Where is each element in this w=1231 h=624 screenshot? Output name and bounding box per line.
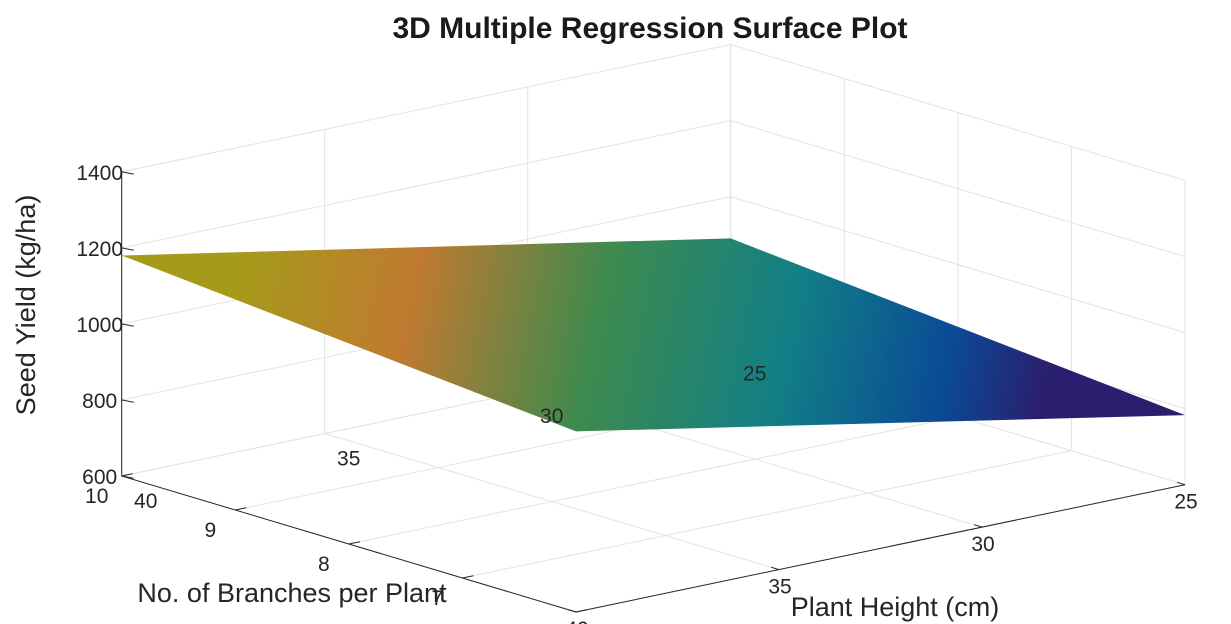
floor-grid-line bbox=[462, 450, 1072, 579]
x-tick-mark bbox=[973, 524, 983, 528]
z-tick-mark bbox=[121, 171, 134, 175]
y-tick-mark bbox=[235, 507, 247, 511]
z-tick-mark bbox=[121, 323, 134, 327]
x-axis-label: Plant Height (cm) bbox=[791, 592, 1000, 622]
y-axis-line bbox=[121, 475, 577, 613]
x-tick-label: 25 bbox=[743, 363, 766, 386]
y-tick-label: 9 bbox=[204, 519, 216, 542]
surface-patch bbox=[121, 238, 1186, 432]
z-axis-label: Seed Yield (kg/ha) bbox=[11, 195, 41, 416]
side-wall-grid-line bbox=[730, 196, 1186, 334]
x-tick-label: 30 bbox=[540, 405, 563, 428]
y-tick-mark bbox=[121, 473, 133, 477]
y-tick-label: 10 bbox=[85, 485, 108, 508]
floor-grid-line bbox=[348, 416, 959, 545]
z-tick-label: 1400 bbox=[76, 162, 123, 185]
z-tick-label: 1000 bbox=[76, 314, 123, 337]
x-tick-label: 35 bbox=[768, 576, 791, 599]
regression-surface bbox=[121, 238, 1186, 432]
x-tick-label: 35 bbox=[337, 448, 360, 471]
z-tick-mark bbox=[121, 475, 134, 479]
y-tick-label: 8 bbox=[318, 553, 330, 576]
y-tick-mark bbox=[348, 541, 361, 545]
x-tick-label: 25 bbox=[1174, 491, 1197, 514]
y-tick-label: 7 bbox=[432, 587, 444, 610]
z-tick-label: 800 bbox=[82, 390, 117, 413]
x-tick-label: 40 bbox=[565, 618, 588, 624]
x-tick-mark bbox=[770, 566, 780, 571]
side-wall-grid-line bbox=[730, 44, 1186, 181]
x-tick-mark bbox=[1176, 481, 1186, 486]
z-tick-mark bbox=[121, 399, 134, 403]
y-tick-label: 6 bbox=[545, 621, 557, 624]
tick-labels: 600 800 1000 1200 1400 6 7 8 9 10 25 30 35 40 25 30 35 40 bbox=[76, 162, 1197, 624]
y-axis-label: No. of Branches per Plant bbox=[137, 578, 447, 608]
axes bbox=[121, 171, 1186, 613]
y-tick-mark bbox=[575, 609, 588, 613]
y-tick-mark bbox=[462, 575, 474, 579]
z-tick-label: 600 bbox=[82, 466, 117, 489]
back-wall-grid-line bbox=[121, 44, 731, 173]
x-tick-mark bbox=[567, 609, 577, 613]
back-wall-grid-line bbox=[121, 120, 731, 249]
side-wall-grid-line bbox=[730, 120, 1186, 258]
z-tick-mark bbox=[121, 247, 134, 251]
z-tick-label: 1200 bbox=[76, 238, 123, 261]
x-tick-label: 40 bbox=[134, 490, 157, 513]
chart-title: 3D Multiple Regression Surface Plot bbox=[392, 12, 907, 45]
x-tick-label: 30 bbox=[971, 533, 994, 556]
x-axis-line bbox=[575, 484, 1186, 613]
